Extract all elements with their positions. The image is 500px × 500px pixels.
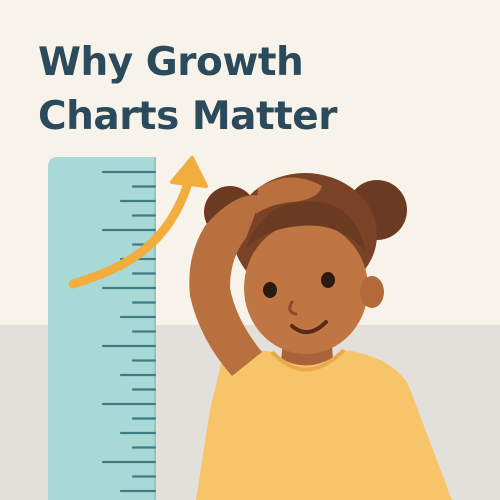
shirt	[196, 350, 452, 500]
left-eye	[263, 282, 277, 298]
height-ruler-icon	[48, 157, 157, 500]
ear	[360, 276, 384, 308]
nose	[288, 300, 298, 316]
child-illustration	[189, 173, 452, 500]
hand	[256, 177, 322, 214]
raised-arm	[189, 195, 262, 376]
smile	[290, 320, 328, 334]
growth-arrow-icon	[68, 156, 208, 289]
bangs	[246, 201, 366, 252]
title-line-1: Why Growth	[38, 40, 304, 85]
face	[244, 222, 368, 354]
shirt-collar	[270, 348, 346, 372]
page-title: Why Growth Charts Matter	[38, 36, 337, 144]
right-eye	[321, 272, 335, 288]
title-line-2: Charts Matter	[38, 94, 337, 139]
